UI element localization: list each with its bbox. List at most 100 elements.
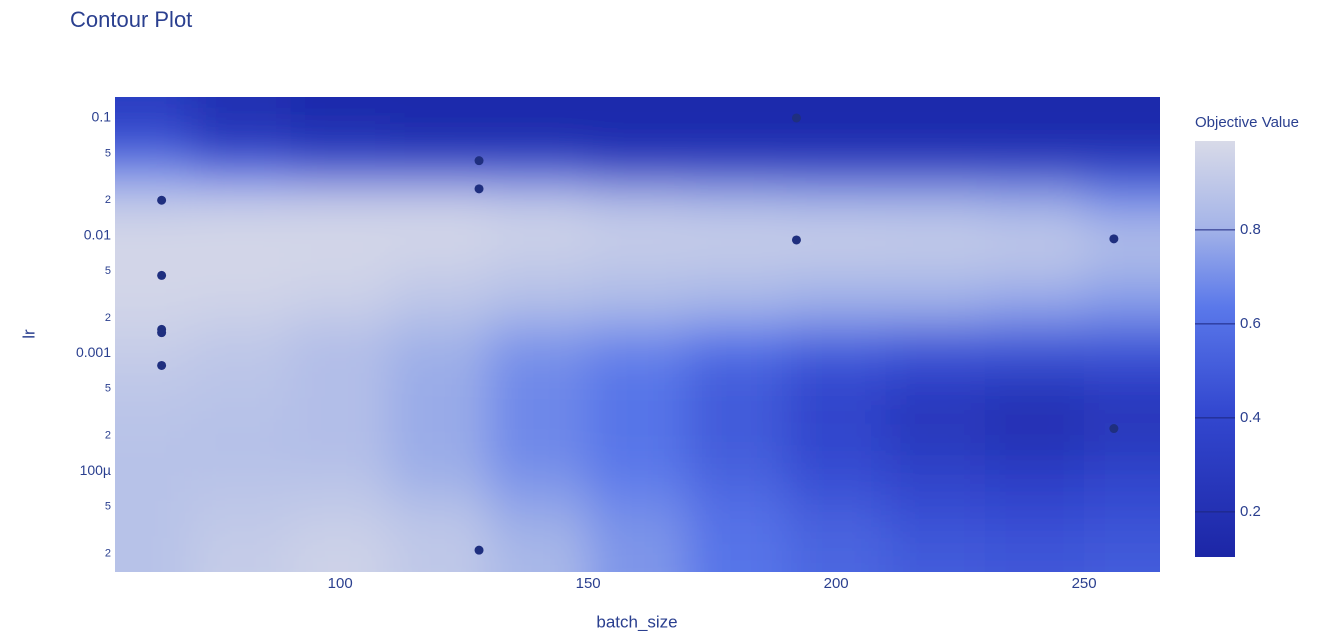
contour-cell [115,157,193,187]
contour-cell [488,185,590,219]
data-point [157,195,167,205]
contour-cell [687,432,788,468]
contour-cell [1084,217,1160,255]
contour-cell [115,432,193,468]
contour-cell [984,97,1086,128]
contour-cell [1084,97,1160,128]
contour-cell [1084,361,1160,399]
contour-cell [687,466,788,502]
contour-cell [588,325,689,363]
data-point [157,328,167,338]
contour-cell [115,288,193,327]
contour-cell [885,397,986,434]
contour-cell [290,361,391,399]
y-tick-label: 5 [105,500,111,512]
contour-cell [984,126,1086,159]
contour-cell [687,535,788,572]
contour-cell [984,535,1086,572]
contour-cell [290,466,391,502]
contour-cell [191,288,292,327]
colorbar-title: Objective Value [1195,114,1299,131]
contour-cell [290,288,391,327]
contour-cell [191,500,292,537]
contour-cell [687,157,788,187]
contour-cell [115,325,193,363]
colorbar [1195,141,1235,557]
contour-cell [290,97,391,128]
contour-cell [984,253,1086,290]
contour-cell [115,97,193,128]
contour-cell [687,253,788,290]
contour-cell [389,288,490,327]
chart-title: Contour Plot [70,7,192,32]
contour-cell [588,217,689,255]
contour-cell [786,185,887,219]
y-tick-label: 2 [105,547,111,559]
contour-cell [588,500,689,537]
contour-cell [786,325,887,363]
contour-cell [290,500,391,537]
contour-cell [191,253,292,290]
contour-cell [588,432,689,468]
contour-cell [984,397,1086,434]
contour-cell [1084,325,1160,363]
contour-cell [786,97,887,128]
contour-cell [588,288,689,327]
y-tick-label: 5 [105,147,111,159]
contour-cell [786,126,887,159]
contour-cell [885,500,986,537]
contour-cell [588,466,689,502]
y-tick-label: 2 [105,430,111,442]
contour-cell [687,325,788,363]
contour-cell [488,361,590,399]
contour-cell [389,253,490,290]
contour-cell [191,217,292,255]
contour-cell [389,432,490,468]
x-tick-label: 150 [576,575,601,592]
data-point [791,235,801,245]
contour-cell [115,185,193,219]
data-point [474,156,484,166]
contour-cell [588,126,689,159]
contour-cell [885,185,986,219]
contour-cell [984,432,1086,468]
contour-cell [290,217,391,255]
contour-cell [115,253,193,290]
contour-cell [687,217,788,255]
y-tick-label: 5 [105,383,111,395]
contour-cell [786,361,887,399]
contour-cell [488,500,590,537]
contour-cell [588,535,689,572]
contour-cell [290,253,391,290]
contour-cell [786,253,887,290]
contour-cell [984,288,1086,327]
y-tick-label: 5 [105,265,111,277]
contour-cell [1084,500,1160,537]
contour-cell [290,325,391,363]
contour-cell [1084,466,1160,502]
contour-cell [786,288,887,327]
data-point [1109,234,1119,244]
contour-cell [488,97,590,128]
contour-cell [786,500,887,537]
contour-cell [115,500,193,537]
contour-cell [1084,253,1160,290]
data-point [474,184,484,194]
data-point [157,270,167,280]
contour-cell [687,288,788,327]
contour-cell [786,432,887,468]
colorbar-tick-label: 0.2 [1240,503,1261,520]
contour-cell [885,361,986,399]
contour-cell [290,157,391,187]
data-point [474,545,484,555]
contour-cell [389,397,490,434]
contour-cell [191,361,292,399]
y-tick-label: 0.001 [76,344,111,360]
contour-cell [885,253,986,290]
x-tick-label: 200 [824,575,849,592]
contour-cell [115,126,193,159]
contour-cell [885,157,986,187]
contour-cell [687,500,788,537]
contour-cell [885,325,986,363]
